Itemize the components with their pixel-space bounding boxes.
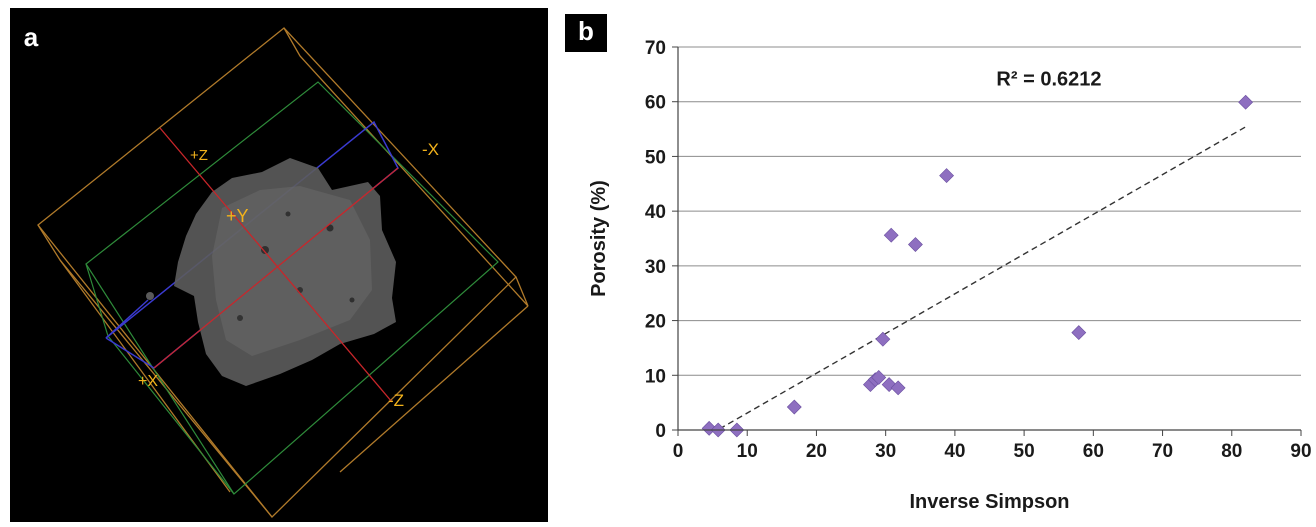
data-point xyxy=(1071,325,1087,341)
green-slice-plane xyxy=(85,81,499,495)
x-tick-label: 30 xyxy=(875,441,896,462)
y-tick-label: 60 xyxy=(645,93,666,114)
axis-label-minus-z: -Z xyxy=(388,391,404,410)
trendline xyxy=(719,126,1246,430)
axis-labels: +Z -X +Y +X -Z xyxy=(138,140,439,410)
data-point xyxy=(883,227,899,243)
tick-labels-layer: 0 10 20 30 40 50 60 70 0 10 20 30 40 50 60 70 80 90 xyxy=(645,38,1312,462)
data-point xyxy=(890,380,906,396)
y-tick-label: 10 xyxy=(645,366,666,387)
data-point xyxy=(875,331,891,347)
y-tick-label: 0 xyxy=(655,421,666,442)
x-tick-label: 20 xyxy=(806,441,827,462)
panel-letter-a: a xyxy=(23,22,39,52)
x-tick-label: 80 xyxy=(1221,441,1242,462)
outer-bounding-box xyxy=(37,27,529,518)
x-axis-title: Inverse Simpson xyxy=(909,491,1069,513)
data-point xyxy=(786,399,802,415)
x-tick-label: 0 xyxy=(673,441,684,462)
x-tick-label: 90 xyxy=(1290,441,1311,462)
grid-lines xyxy=(678,46,1301,376)
trendline-layer xyxy=(719,126,1246,430)
data-point xyxy=(1238,94,1254,110)
x-tick-label: 10 xyxy=(737,441,758,462)
panel-b: 0 10 20 30 40 50 60 70 0 10 20 30 40 50 60 70 80 90 Inver… xyxy=(565,0,1316,522)
red-axis-lines xyxy=(153,127,399,403)
data-point xyxy=(871,370,887,385)
panel-a: +Z -X +Y +X -Z a xyxy=(0,0,548,522)
x-tick-label: 40 xyxy=(944,441,965,462)
axis-label-minus-x: -X xyxy=(422,140,439,159)
y-tick-label: 30 xyxy=(645,257,666,278)
data-point xyxy=(908,237,923,252)
r-squared-annotation: R² = 0.6212 xyxy=(996,68,1101,90)
axis-label-plus-y: +Y xyxy=(226,206,249,226)
x-tick-label: 50 xyxy=(1014,441,1035,462)
axis-label-plus-z: +Z xyxy=(190,147,208,164)
x-tick-label: 60 xyxy=(1083,441,1104,462)
axes-layer xyxy=(672,46,1302,436)
axis-label-plus-x: +X xyxy=(138,373,158,390)
y-tick-label: 20 xyxy=(645,312,666,333)
y-axis-title: Porosity (%) xyxy=(588,180,610,297)
y-tick-label: 40 xyxy=(645,202,666,223)
scatter-chart: 0 10 20 30 40 50 60 70 0 10 20 30 40 50 60 70 80 90 Inver… xyxy=(588,38,1312,513)
points-layer xyxy=(701,94,1254,438)
y-tick-label: 50 xyxy=(645,147,666,168)
ct-render-view: +Z -X +Y +X -Z xyxy=(10,8,548,522)
panel-letter-b: b xyxy=(565,14,607,52)
x-tick-label: 70 xyxy=(1152,441,1173,462)
data-point xyxy=(939,168,955,184)
y-tick-label: 70 xyxy=(645,38,666,59)
